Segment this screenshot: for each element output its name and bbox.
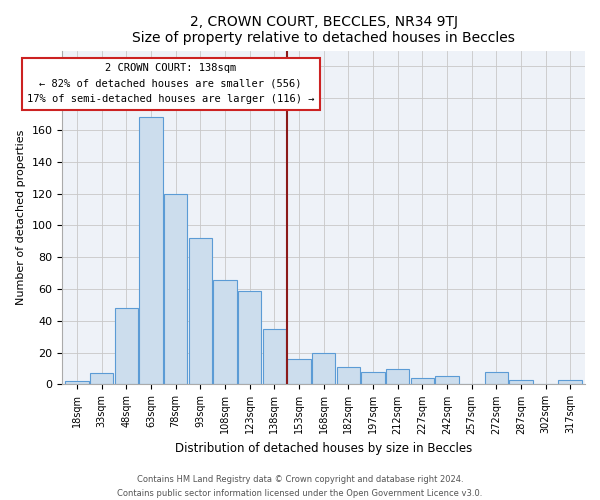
- Y-axis label: Number of detached properties: Number of detached properties: [16, 130, 26, 305]
- Bar: [115, 308, 138, 384]
- Bar: [263, 329, 286, 384]
- Bar: [164, 194, 187, 384]
- Bar: [312, 352, 335, 384]
- Bar: [386, 368, 409, 384]
- Bar: [485, 372, 508, 384]
- Text: Contains HM Land Registry data © Crown copyright and database right 2024.
Contai: Contains HM Land Registry data © Crown c…: [118, 476, 482, 498]
- Bar: [139, 118, 163, 384]
- Text: 2 CROWN COURT: 138sqm
← 82% of detached houses are smaller (556)
17% of semi-det: 2 CROWN COURT: 138sqm ← 82% of detached …: [27, 64, 314, 104]
- Bar: [213, 280, 236, 384]
- X-axis label: Distribution of detached houses by size in Beccles: Distribution of detached houses by size …: [175, 442, 472, 455]
- Bar: [188, 238, 212, 384]
- Bar: [435, 376, 458, 384]
- Bar: [90, 374, 113, 384]
- Bar: [238, 290, 262, 384]
- Title: 2, CROWN COURT, BECCLES, NR34 9TJ
Size of property relative to detached houses i: 2, CROWN COURT, BECCLES, NR34 9TJ Size o…: [132, 15, 515, 45]
- Bar: [559, 380, 582, 384]
- Bar: [65, 382, 89, 384]
- Bar: [337, 367, 360, 384]
- Bar: [361, 372, 385, 384]
- Bar: [410, 378, 434, 384]
- Bar: [509, 380, 533, 384]
- Bar: [287, 359, 311, 384]
